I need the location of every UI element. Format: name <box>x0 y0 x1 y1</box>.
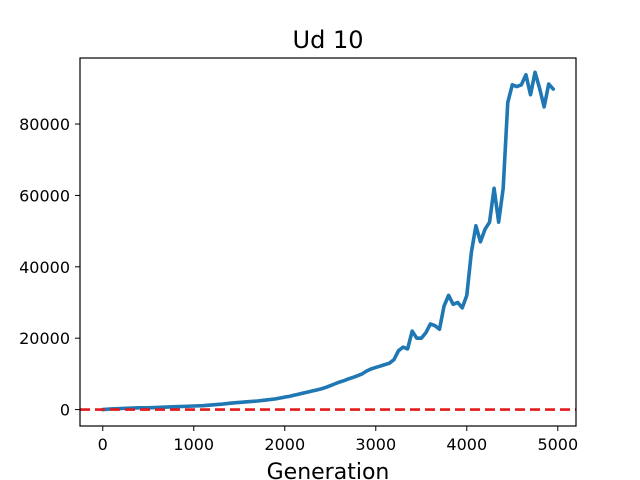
x-tick-label: 5000 <box>537 435 578 454</box>
x-tick-label: 2000 <box>264 435 305 454</box>
y-tick-label: 60000 <box>19 186 70 205</box>
plot-area <box>80 70 576 412</box>
y-tick-label: 0 <box>60 401 70 420</box>
y-tick-label: 80000 <box>19 115 70 134</box>
plot-frame <box>79 57 577 427</box>
x-tick-label: 1000 <box>173 435 214 454</box>
x-tick-label: 0 <box>98 435 108 454</box>
y-tick-label: 40000 <box>19 258 70 277</box>
series-line-0 <box>100 70 556 412</box>
chart-title: Ud 10 <box>293 26 364 54</box>
x-axis-label: Generation <box>267 460 390 480</box>
axis-ticks: 0 1000 2000 3000 4000 5000 0 20000 40000 60000 800… <box>19 115 578 454</box>
x-tick-label: 4000 <box>446 435 487 454</box>
y-tick-label: 20000 <box>19 329 70 348</box>
x-tick-label: 3000 <box>355 435 396 454</box>
